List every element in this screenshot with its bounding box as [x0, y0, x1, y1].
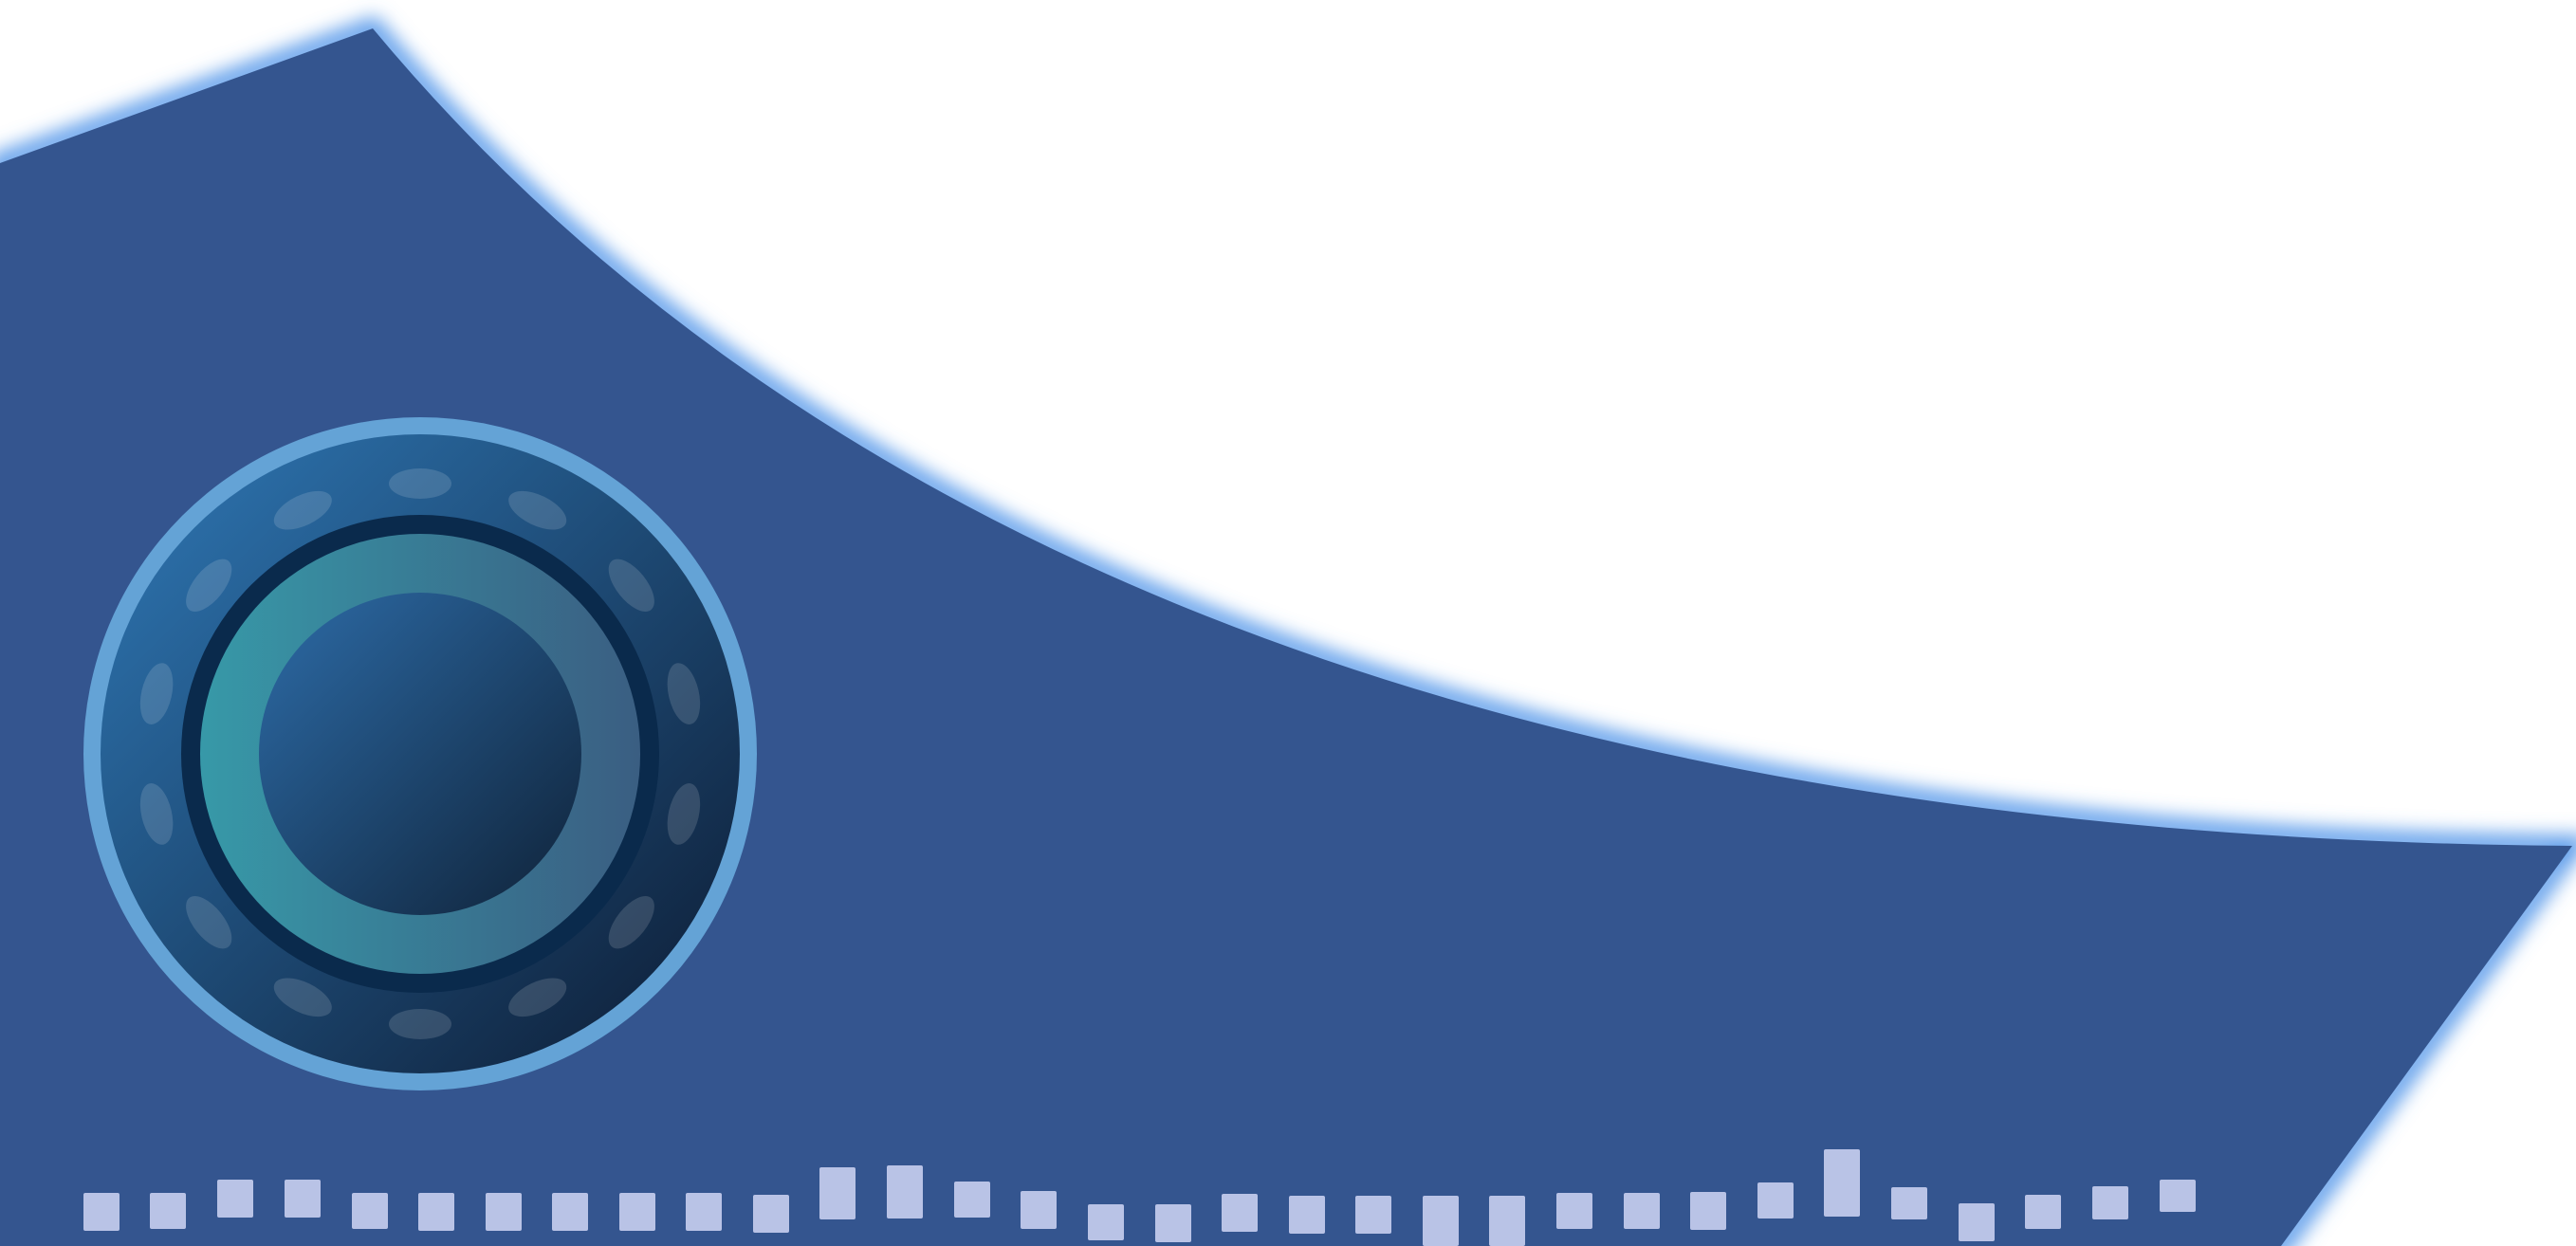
level-bar: [1222, 1194, 1258, 1232]
level-bar: [1021, 1191, 1057, 1229]
level-bar: [619, 1193, 655, 1231]
level-bar: [1155, 1204, 1191, 1242]
level-bar: [1088, 1204, 1124, 1240]
dial-marker: [389, 468, 451, 499]
dial-marker: [608, 896, 654, 949]
level-meter: [83, 1149, 2196, 1246]
level-bar: [1824, 1149, 1860, 1217]
dial-marker: [186, 896, 232, 949]
level-bar: [954, 1182, 990, 1218]
level-bar: [285, 1180, 321, 1218]
level-bar: [819, 1167, 856, 1219]
dial-core: [259, 593, 581, 915]
dial-marker: [273, 490, 332, 530]
level-bar: [1757, 1182, 1794, 1219]
level-bar: [1489, 1196, 1525, 1246]
level-bar: [552, 1193, 588, 1231]
dial-marker: [139, 783, 174, 845]
round-dial: [83, 417, 757, 1090]
level-bar: [150, 1193, 186, 1229]
level-bar: [352, 1193, 388, 1229]
level-bar: [686, 1193, 722, 1231]
level-bar: [1624, 1193, 1660, 1229]
dial-marker: [273, 978, 332, 1017]
level-bar: [418, 1193, 454, 1231]
dial-marker: [389, 1009, 451, 1039]
dial-marker: [508, 490, 567, 530]
level-bar: [1891, 1187, 1927, 1219]
level-bar: [1355, 1196, 1391, 1234]
level-bar: [83, 1193, 120, 1231]
level-bar: [887, 1165, 923, 1219]
level-bar: [1423, 1196, 1459, 1246]
dial-marker: [608, 559, 654, 612]
dial-marker: [667, 783, 701, 845]
level-bar: [1690, 1192, 1726, 1230]
dial-marker: [508, 978, 567, 1017]
level-bar: [2025, 1195, 2061, 1229]
level-bar: [217, 1180, 253, 1218]
level-bar: [2092, 1186, 2128, 1219]
dial-marker: [667, 663, 701, 724]
level-bar: [2160, 1180, 2196, 1212]
dial-marker: [139, 663, 174, 724]
level-bar: [753, 1195, 789, 1233]
dial-marker: [186, 559, 232, 612]
dial-markers: [139, 468, 701, 1039]
level-bar: [1556, 1193, 1592, 1229]
level-bar: [1959, 1203, 1995, 1241]
level-bar: [1289, 1196, 1325, 1234]
level-bar: [486, 1193, 522, 1231]
